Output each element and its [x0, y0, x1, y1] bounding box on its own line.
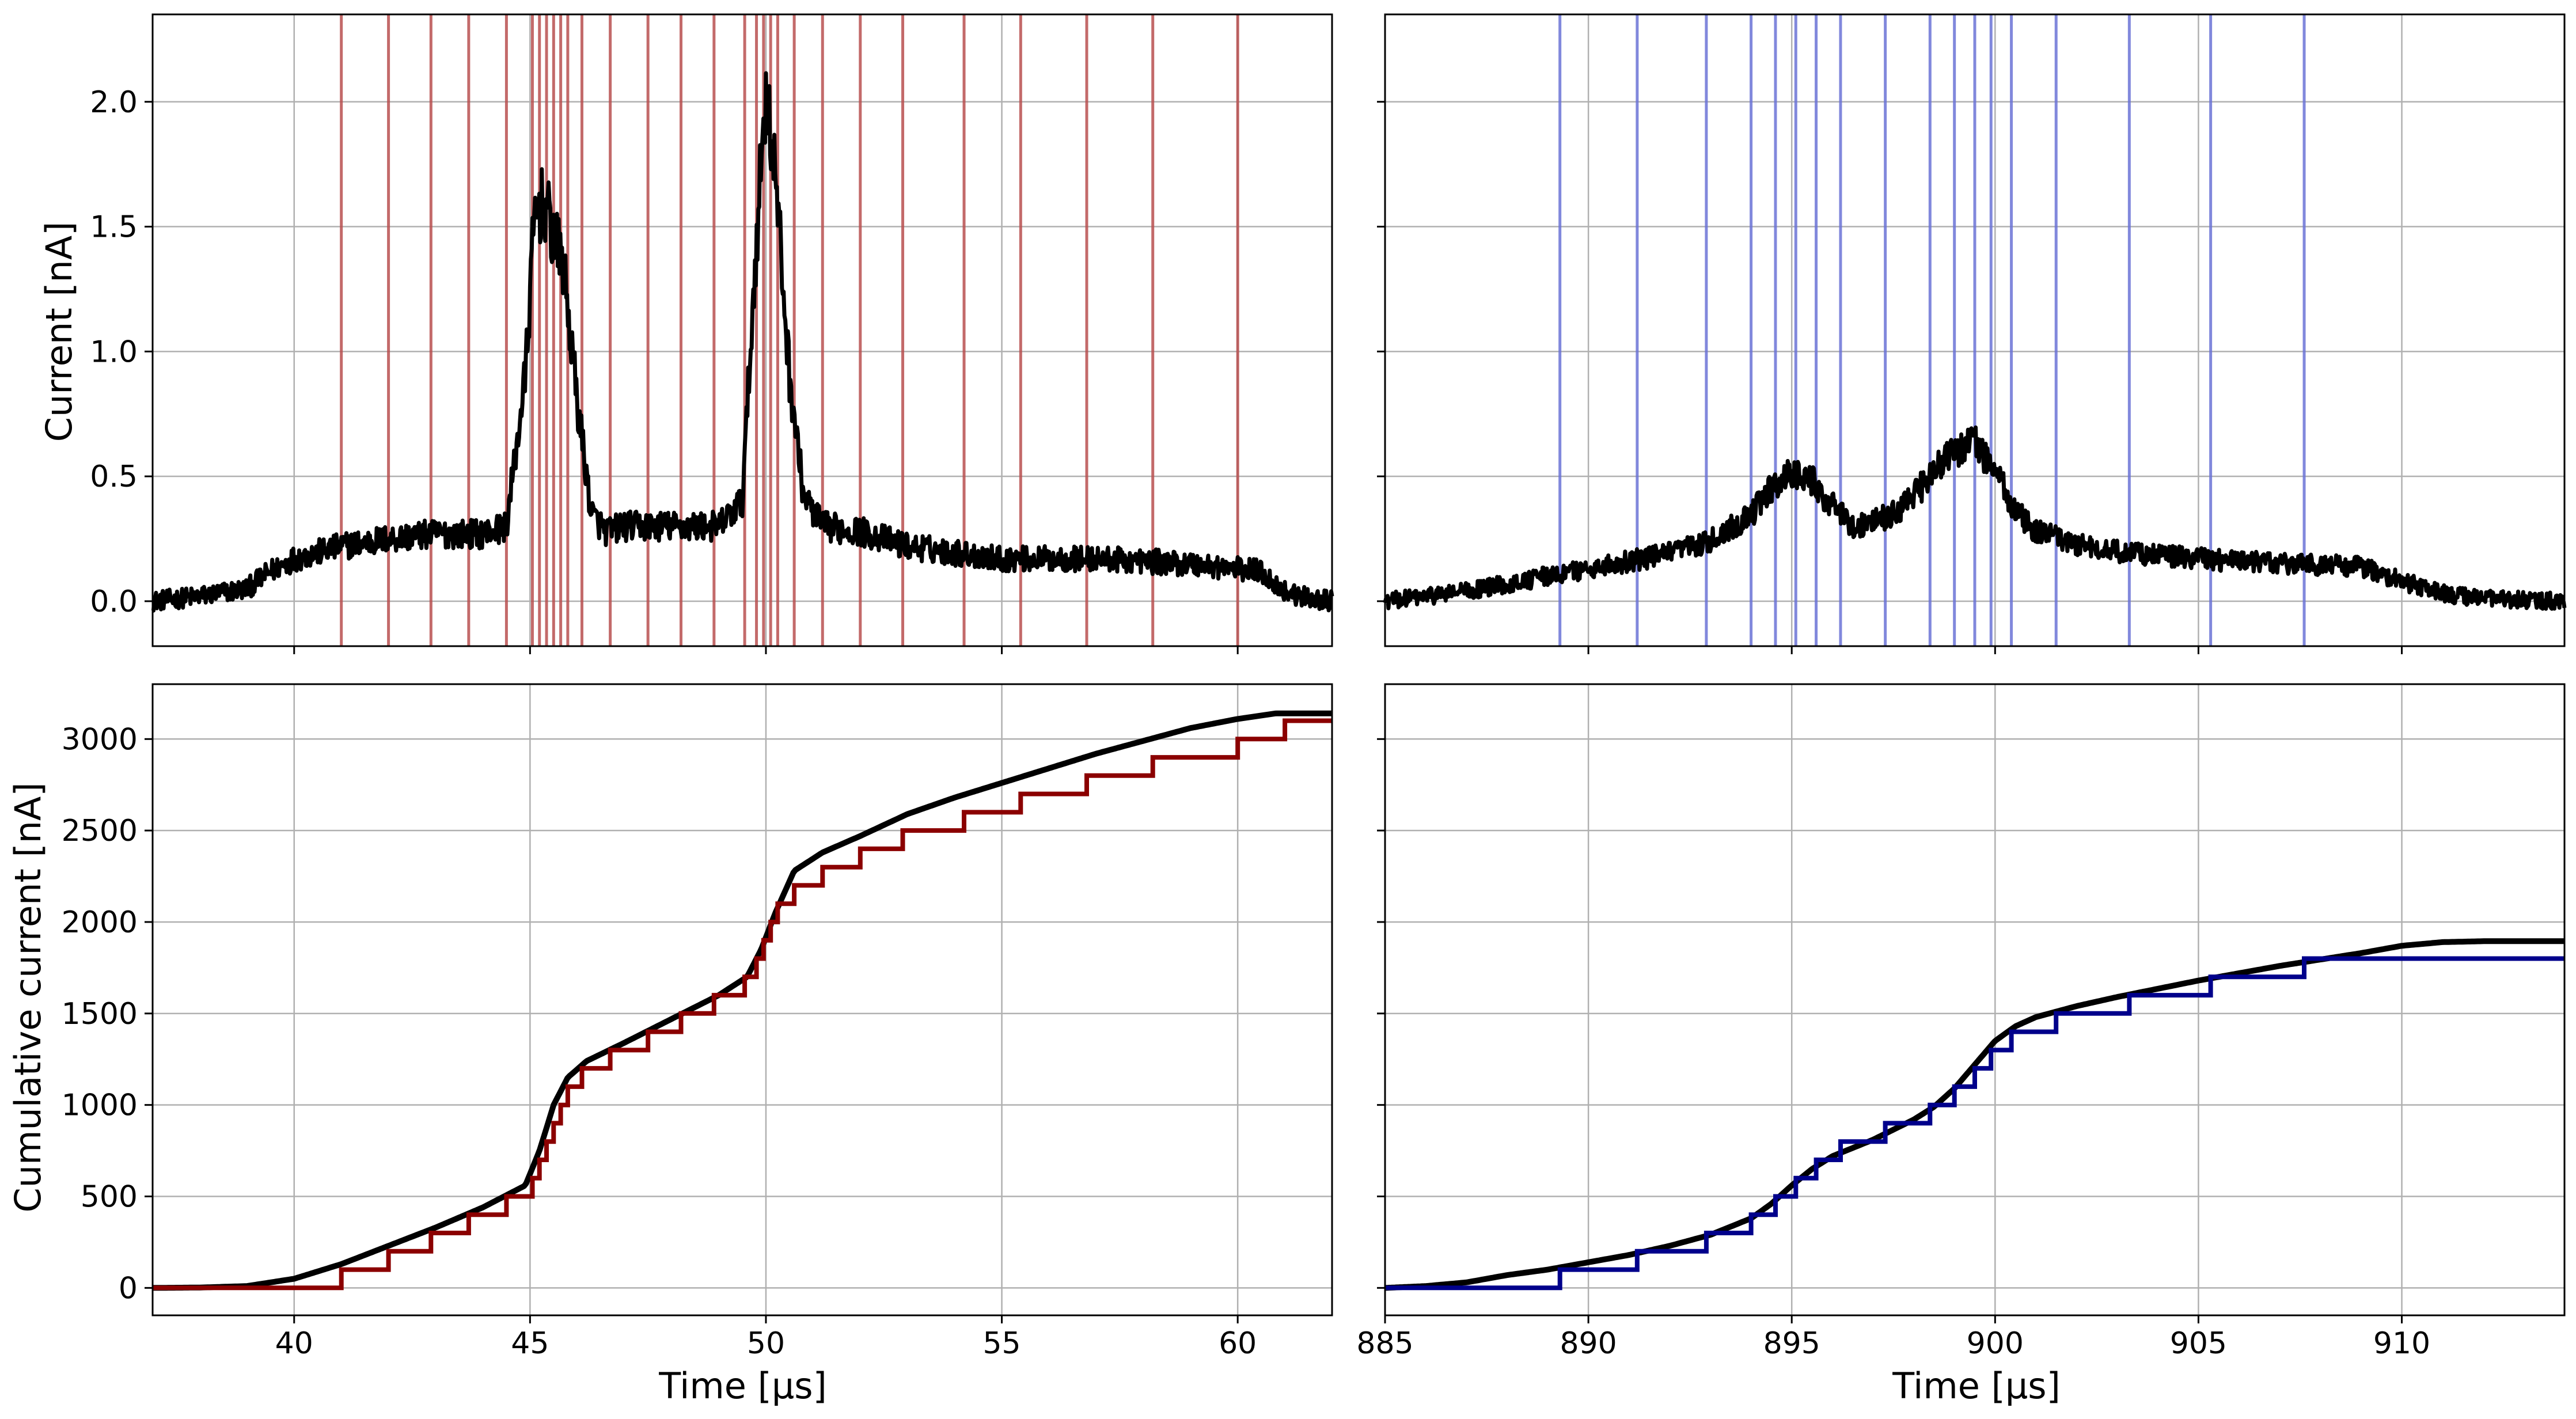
- cumulative-step-line: [153, 718, 1332, 1291]
- plot-frame: [1384, 13, 2566, 647]
- panel-current-left: 0.0 0.5 1.0 1.5 2.0: [90, 13, 1334, 654]
- cumulative-current-line: [151, 710, 1333, 1291]
- y-tick-label: 1500: [62, 997, 138, 1031]
- x-tick-label: 60: [1219, 1326, 1257, 1361]
- cumulative-current-line: [1384, 938, 2566, 1291]
- x-tick-label: 895: [1763, 1326, 1820, 1361]
- y-axis-label-current: Current [nA]: [38, 222, 80, 442]
- x-tick-label: 885: [1356, 1326, 1413, 1361]
- y-tick-label: 0: [119, 1271, 138, 1306]
- x-tick-label: 45: [511, 1326, 549, 1361]
- y-tick-label: 2500: [62, 814, 138, 848]
- x-axis-label-left: Time [μs]: [658, 1365, 827, 1407]
- y-tick-label: 0.0: [90, 585, 138, 619]
- x-tick-label: 40: [275, 1326, 313, 1361]
- y-tick-label: 1.5: [90, 210, 138, 245]
- x-tick-label: 50: [747, 1326, 785, 1361]
- panel-cumulative-right: 885 890 895 900 905 910: [1356, 683, 2566, 1361]
- current-signal-line: [1383, 425, 2567, 611]
- plot-frame: [151, 683, 1333, 1316]
- y-tick-label: 0.5: [90, 460, 138, 494]
- x-tick-label: 55: [982, 1326, 1020, 1361]
- y-tick-label: 2.0: [90, 85, 138, 120]
- y-tick-label: 2000: [62, 905, 138, 940]
- x-axis-label-right: Time [μs]: [1892, 1365, 2061, 1407]
- x-tick-label: 910: [2373, 1326, 2430, 1361]
- y-tick-label: 3000: [62, 722, 138, 757]
- current-signal-line: [151, 71, 1334, 613]
- y-axis-label-cumulative: Cumulative current [nA]: [7, 782, 49, 1212]
- y-tick-label: 1000: [62, 1088, 138, 1123]
- y-tick-label: 500: [81, 1180, 138, 1215]
- plot-frame: [151, 13, 1333, 647]
- x-tick-label: 900: [1967, 1326, 2024, 1361]
- panel-cumulative-left: 40 45 50 55 60 0 500 1000 1500 2000 2500 3000: [62, 683, 1333, 1361]
- x-tick-label: 890: [1560, 1326, 1617, 1361]
- panel-current-right: [1377, 13, 2567, 654]
- x-tick-label: 905: [2170, 1326, 2227, 1361]
- plot-frame: [1384, 683, 2566, 1316]
- y-tick-label: 1.0: [90, 335, 138, 369]
- cumulative-step-line: [1385, 956, 2564, 1291]
